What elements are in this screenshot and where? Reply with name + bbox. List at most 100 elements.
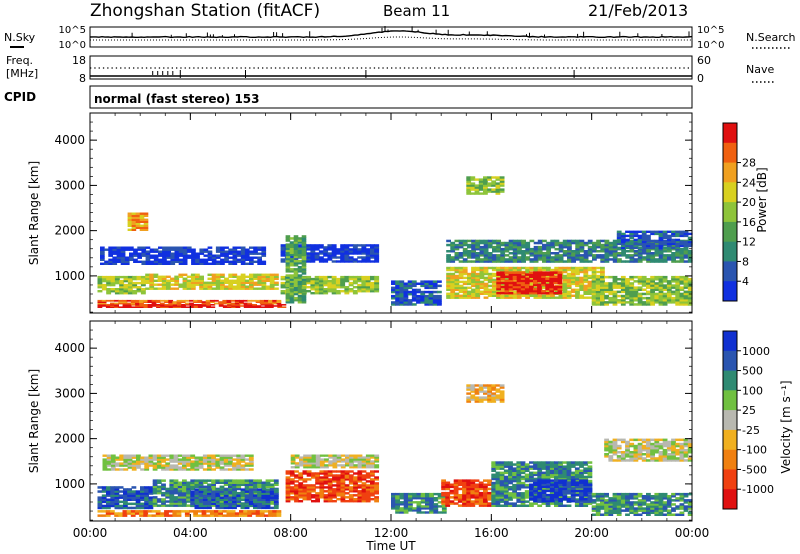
data-cell <box>491 467 497 470</box>
data-cell <box>666 282 672 285</box>
data-cell <box>135 218 141 221</box>
data-cell <box>141 252 147 255</box>
data-cell <box>124 248 130 251</box>
data-cell <box>199 258 205 261</box>
data-cell <box>177 489 183 493</box>
data-cell <box>467 296 472 299</box>
data-cell <box>575 270 580 274</box>
data-cell <box>520 285 526 289</box>
data-cell <box>612 256 618 259</box>
data-cell <box>403 290 409 294</box>
data-cell <box>297 241 303 244</box>
data-cell <box>499 496 505 499</box>
data-cell <box>420 505 426 508</box>
data-cell <box>101 288 107 291</box>
data-cell <box>658 282 664 285</box>
data-cell <box>433 509 439 512</box>
data-cell <box>520 279 526 283</box>
data-cell <box>575 290 580 293</box>
data-cell <box>211 502 216 506</box>
data-cell <box>114 305 119 307</box>
data-cell <box>260 304 266 306</box>
data-cell <box>222 301 228 303</box>
data-cell <box>533 486 538 489</box>
data-cell <box>244 479 250 482</box>
data-cell <box>156 479 162 482</box>
data-cell <box>541 286 547 289</box>
data-cell <box>612 284 618 287</box>
data-cell <box>496 291 501 295</box>
data-cell <box>471 272 476 276</box>
data-cell <box>149 256 155 259</box>
data-cell <box>395 280 400 283</box>
data-cell <box>491 272 497 276</box>
data-cell <box>554 272 560 276</box>
data-cell <box>616 230 622 233</box>
data-cell <box>145 260 151 263</box>
data-cell <box>537 279 542 283</box>
data-cell <box>365 476 371 479</box>
data-cell <box>203 250 209 253</box>
data-cell <box>520 475 526 479</box>
data-cell <box>416 511 422 514</box>
data-cell <box>164 304 170 306</box>
data-cell <box>399 501 405 504</box>
data-cell <box>184 299 190 302</box>
data-cell <box>583 258 589 261</box>
data-cell <box>140 288 146 291</box>
data-cell <box>662 296 668 300</box>
data-cell <box>629 236 635 240</box>
data-cell <box>492 247 497 251</box>
data-cell <box>658 292 664 296</box>
data-cell <box>348 474 354 477</box>
data-cell <box>236 454 242 457</box>
data-cell <box>102 458 108 461</box>
data-cell <box>516 486 522 489</box>
data-cell <box>365 494 371 497</box>
data-cell <box>554 268 560 272</box>
data-cell <box>449 489 455 493</box>
data-cell <box>496 279 501 283</box>
data-cell <box>257 279 263 282</box>
data-cell <box>424 301 430 304</box>
data-cell <box>483 491 488 495</box>
data-cell <box>487 190 492 193</box>
data-cell <box>161 479 166 482</box>
data-cell <box>642 252 647 255</box>
data-cell <box>575 292 580 295</box>
data-cell <box>201 512 207 515</box>
data-cell <box>583 292 589 295</box>
data-cell <box>687 244 693 248</box>
data-cell <box>209 299 215 302</box>
data-cell <box>508 258 514 261</box>
data-cell <box>617 252 622 255</box>
data-cell <box>323 480 329 483</box>
data-cell <box>331 250 337 253</box>
data-cell <box>289 280 295 283</box>
data-cell <box>391 294 396 298</box>
data-cell <box>512 490 517 493</box>
data-cell <box>289 490 295 493</box>
data-cell <box>520 486 526 489</box>
data-cell <box>666 230 672 233</box>
data-cell <box>302 470 308 473</box>
data-cell <box>546 250 551 253</box>
data-cell <box>537 469 543 472</box>
data-cell <box>433 503 439 506</box>
data-cell <box>646 299 651 302</box>
data-cell <box>236 246 242 249</box>
data-cell <box>633 232 639 236</box>
data-cell <box>130 512 136 515</box>
data-cell <box>114 277 120 281</box>
data-cell <box>533 277 538 280</box>
data-cell <box>110 496 116 499</box>
data-cell <box>253 252 258 255</box>
data-cell <box>294 464 300 467</box>
data-cell <box>162 262 167 265</box>
data-cell <box>432 303 438 306</box>
data-cell <box>141 262 147 265</box>
data-cell <box>105 299 111 302</box>
data-cell <box>374 482 379 485</box>
data-cell <box>453 485 459 489</box>
data-cell <box>374 498 379 501</box>
